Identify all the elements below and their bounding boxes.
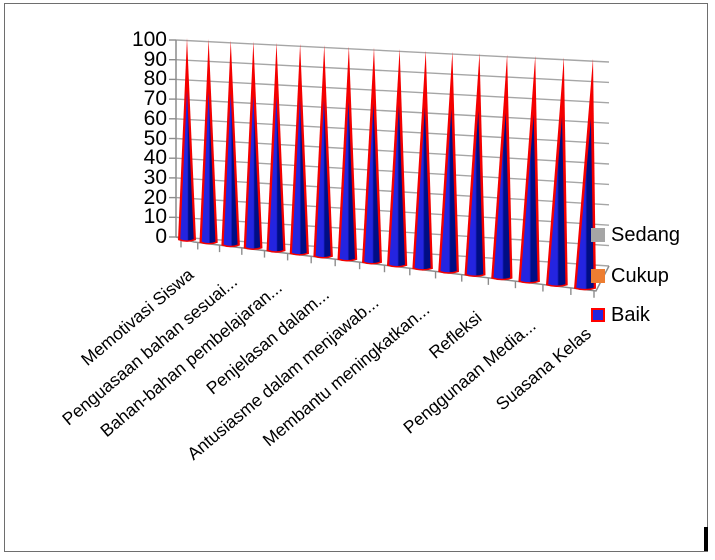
- cone-inner: [292, 98, 307, 255]
- gridline: [175, 39, 610, 63]
- cone-inner: [520, 114, 538, 283]
- legend-label: Cukup: [611, 265, 669, 287]
- y-axis-label: 90: [143, 47, 167, 71]
- y-axis-label: 20: [143, 185, 167, 209]
- cone-inner: [440, 108, 457, 273]
- cone-inner: [268, 96, 284, 252]
- legend-swatch-cukup: [591, 269, 605, 283]
- y-axis-label: 100: [131, 28, 167, 51]
- cone-inner: [493, 112, 511, 279]
- y-axis-label: 30: [143, 165, 167, 189]
- cone-inner: [576, 118, 594, 289]
- cone-inner: [180, 90, 194, 241]
- gridline: [175, 98, 610, 124]
- y-axis-label: 60: [143, 106, 167, 130]
- y-axis-label: 10: [143, 205, 167, 229]
- page-frame: [4, 3, 708, 552]
- gridline: [175, 137, 610, 165]
- cone-inner: [223, 93, 238, 246]
- gridline: [175, 78, 610, 104]
- y-axis-label: 0: [155, 225, 167, 248]
- cone-inner: [315, 100, 331, 257]
- cone-inner: [389, 105, 405, 267]
- legend-item-cukup: Cukup: [591, 265, 669, 287]
- y-axis-label: 40: [143, 146, 167, 170]
- cone-inner: [246, 95, 261, 249]
- legend-swatch-baik: [591, 308, 605, 322]
- y-axis-label: 70: [143, 87, 167, 111]
- cone-inner: [466, 110, 484, 276]
- legend-item-sedang: Sedang: [591, 224, 680, 246]
- cone-inner: [201, 92, 216, 244]
- text-cursor-mark: [704, 527, 708, 551]
- legend-label: Baik: [611, 304, 650, 326]
- gridline: [175, 59, 610, 84]
- cone-inner: [414, 107, 431, 270]
- cone-inner: [548, 116, 566, 286]
- y-axis-label: 50: [143, 126, 167, 150]
- cone-inner: [364, 103, 380, 263]
- y-axis-label: 80: [143, 67, 167, 91]
- legend-item-baik: Baik: [591, 304, 650, 326]
- gridline: [175, 118, 610, 145]
- legend-label: Sedang: [611, 224, 680, 246]
- cone-inner: [339, 101, 355, 260]
- legend-swatch-sedang: [591, 228, 605, 242]
